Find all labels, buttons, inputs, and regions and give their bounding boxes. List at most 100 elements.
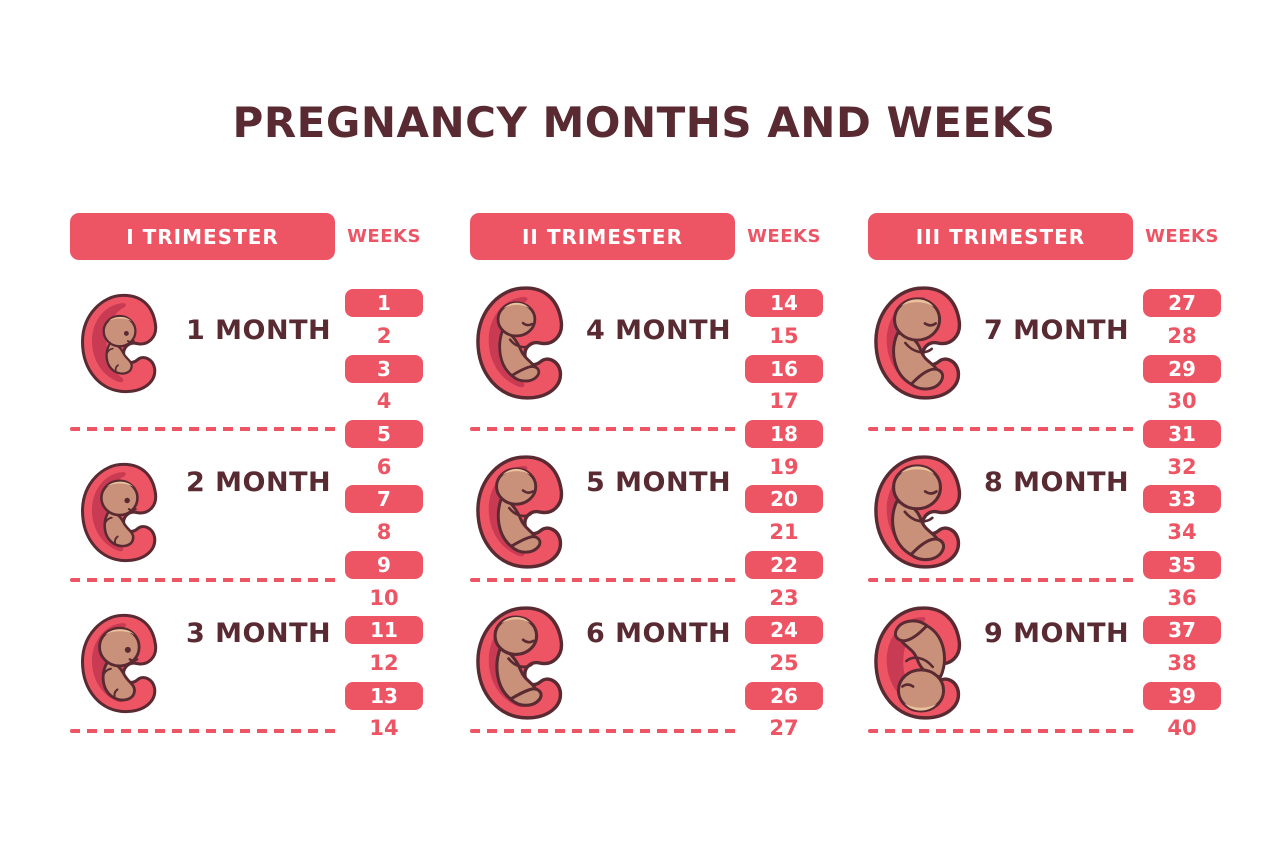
- week-number: 30: [1167, 389, 1197, 414]
- week-number: 19: [769, 454, 799, 479]
- week-row: 3: [345, 352, 423, 385]
- trimester-1-header: I TRIMESTER: [70, 213, 335, 260]
- week-number: 34: [1167, 520, 1197, 545]
- trimester-3-header: III TRIMESTER: [868, 213, 1133, 260]
- trimester-2-header: II TRIMESTER: [470, 213, 735, 260]
- week-row: 33: [1143, 483, 1221, 516]
- week-row: 11: [345, 614, 423, 647]
- trimester-2-months: 4 MONTH 5 MONTH 6 MONTH: [470, 260, 737, 745]
- month-9-block: 9 MONTH: [868, 580, 1135, 733]
- month-8-block: 8 MONTH: [868, 429, 1135, 582]
- week-number: 4: [376, 389, 392, 414]
- weeks-heading: WEEKS: [747, 226, 821, 247]
- week-row: 9: [345, 549, 423, 582]
- week-badge: 1: [345, 289, 423, 318]
- week-row: 22: [745, 549, 823, 582]
- week-badge: 37: [1143, 616, 1221, 645]
- week-number: 15: [769, 324, 799, 349]
- fetus-month-6-icon: [474, 604, 574, 722]
- month-divider: [868, 729, 1135, 733]
- week-number: 40: [1167, 716, 1197, 741]
- week-badge: 26: [745, 681, 823, 710]
- week-badge: 31: [1143, 420, 1221, 449]
- month-label: 2 MONTH: [186, 467, 332, 498]
- week-row: 35: [1143, 549, 1221, 582]
- week-badge: 39: [1143, 681, 1221, 710]
- week-row: 27: [1143, 287, 1221, 320]
- week-row: 26: [745, 679, 823, 712]
- week-number: 38: [1167, 650, 1197, 675]
- week-badge: 24: [745, 616, 823, 645]
- month-label: 4 MONTH: [586, 315, 732, 346]
- week-badge: 20: [745, 485, 823, 514]
- trimester-2-column: II TRIMESTER WEEKS 4 MONTH 5 MONTH: [470, 213, 823, 743]
- week-number: 32: [1167, 454, 1197, 479]
- week-badge: 18: [745, 420, 823, 449]
- month-divider: [868, 427, 1135, 431]
- week-row: 13: [345, 679, 423, 712]
- week-row: 31: [1143, 418, 1221, 451]
- trimester-1-weeks: 1 2 3 4 5 6 7 8 9 10 11 12 13 14: [345, 260, 423, 745]
- week-badge: 14: [745, 289, 823, 318]
- week-number: 2: [376, 324, 392, 349]
- fetus-month-7-icon: [872, 284, 972, 402]
- month-divider: [70, 729, 337, 733]
- fetus-month-5-icon: [474, 453, 574, 571]
- month-label: 9 MONTH: [984, 618, 1130, 649]
- week-number: 8: [376, 520, 392, 545]
- week-row: 18: [745, 418, 823, 451]
- month-label: 7 MONTH: [984, 315, 1130, 346]
- week-number: 27: [769, 716, 799, 741]
- week-badge: 7: [345, 485, 423, 514]
- week-badge: 33: [1143, 485, 1221, 514]
- week-number: 36: [1167, 585, 1197, 610]
- week-number: 17: [769, 389, 799, 414]
- month-1-block: 1 MONTH: [70, 260, 337, 431]
- week-number: 10: [369, 585, 399, 610]
- month-label: 5 MONTH: [586, 467, 732, 498]
- fetus-month-8-icon: [872, 453, 972, 571]
- fetus-month-4-icon: [474, 284, 574, 402]
- week-row: 1: [345, 287, 423, 320]
- week-number: 23: [769, 585, 799, 610]
- trimester-3-header-row: III TRIMESTER WEEKS: [868, 213, 1221, 260]
- week-badge: 5: [345, 420, 423, 449]
- month-6-block: 6 MONTH: [470, 580, 737, 733]
- week-badge: 3: [345, 354, 423, 383]
- month-divider: [70, 578, 337, 582]
- week-number: 14: [369, 716, 399, 741]
- week-row: 24: [745, 614, 823, 647]
- embryo-month-3-icon: [74, 604, 174, 715]
- week-badge: 13: [345, 681, 423, 710]
- week-number: 21: [769, 520, 799, 545]
- trimester-1-header-row: I TRIMESTER WEEKS: [70, 213, 423, 260]
- embryo-month-2-icon: [74, 453, 174, 564]
- week-number: 12: [369, 650, 399, 675]
- week-row: 5: [345, 418, 423, 451]
- month-divider: [470, 427, 737, 431]
- month-divider: [470, 578, 737, 582]
- month-divider: [470, 729, 737, 733]
- week-number: 25: [769, 650, 799, 675]
- trimester-2-weeks: 14 15 16 17 18 19 20 21 22 23 24 25 26 2…: [745, 260, 823, 745]
- month-label: 1 MONTH: [186, 315, 332, 346]
- trimester-3-column: III TRIMESTER WEEKS 7 MONTH 8 MONTH: [868, 213, 1221, 743]
- fetus-month-9-inverted-icon: [872, 604, 972, 722]
- week-row: 37: [1143, 614, 1221, 647]
- trimester-1-column: I TRIMESTER WEEKS 1 MONTH 2 MONTH: [70, 213, 423, 743]
- week-badge: 27: [1143, 289, 1221, 318]
- month-label: 3 MONTH: [186, 618, 332, 649]
- week-badge: 35: [1143, 550, 1221, 579]
- weeks-heading: WEEKS: [1145, 226, 1219, 247]
- week-row: 16: [745, 352, 823, 385]
- weeks-heading: WEEKS: [347, 226, 421, 247]
- month-3-block: 3 MONTH: [70, 580, 337, 733]
- week-badge: 9: [345, 550, 423, 579]
- page-title: PREGNANCY MONTHS AND WEEKS: [232, 98, 1056, 147]
- month-5-block: 5 MONTH: [470, 429, 737, 582]
- trimester-3-weeks: 27 28 29 30 31 32 33 34 35 36 37 38 39 4…: [1143, 260, 1221, 745]
- month-2-block: 2 MONTH: [70, 429, 337, 582]
- month-4-block: 4 MONTH: [470, 260, 737, 431]
- embryo-month-1-icon: [74, 284, 174, 395]
